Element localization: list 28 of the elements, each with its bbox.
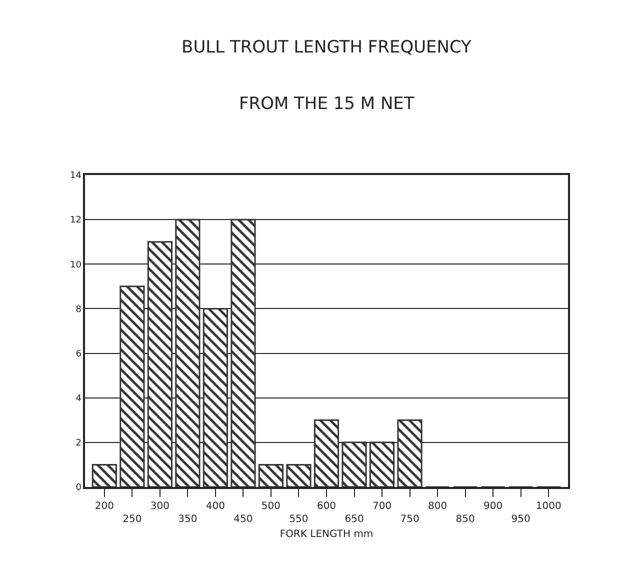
y-tick-label: 4 bbox=[76, 394, 82, 404]
x-tick-label: 300 bbox=[150, 500, 170, 512]
y-tick-label: 2 bbox=[76, 438, 82, 449]
x-axis-title: FORK LENGTH mm bbox=[280, 528, 374, 540]
x-tick-label: 900 bbox=[484, 500, 503, 512]
x-tick-label: 500 bbox=[261, 500, 281, 512]
y-tick-label: 12 bbox=[70, 216, 82, 226]
y-tick-label: 6 bbox=[76, 349, 82, 360]
y-tick-label: 8 bbox=[76, 304, 82, 315]
x-tick-label: 550 bbox=[289, 514, 308, 525]
x-tick-label: 950 bbox=[511, 514, 530, 525]
x-tick-label: 800 bbox=[428, 500, 448, 512]
y-tick-label: 10 bbox=[70, 260, 82, 270]
x-tick-label: 200 bbox=[94, 500, 114, 512]
x-tick-label: 750 bbox=[400, 514, 420, 525]
x-tick-label: 600 bbox=[316, 500, 336, 512]
chart-title: BULL TROUT LENGTH FREQUENCY bbox=[182, 38, 472, 58]
x-tick-label: 700 bbox=[372, 500, 392, 512]
x-tick-label: 1000 bbox=[536, 500, 562, 512]
y-tick-label: 14 bbox=[70, 171, 82, 182]
x-tick-label: 250 bbox=[122, 514, 142, 525]
x-tick-label: 450 bbox=[234, 514, 253, 525]
x-tick-label: 350 bbox=[178, 514, 198, 525]
chart-subtitle: FROM THE 15 M NET bbox=[239, 94, 415, 114]
y-tick-label: 0 bbox=[76, 483, 82, 494]
x-tick-label: 400 bbox=[206, 500, 226, 512]
x-tick-label: 850 bbox=[456, 514, 475, 525]
x-tick-label: 650 bbox=[344, 514, 364, 525]
